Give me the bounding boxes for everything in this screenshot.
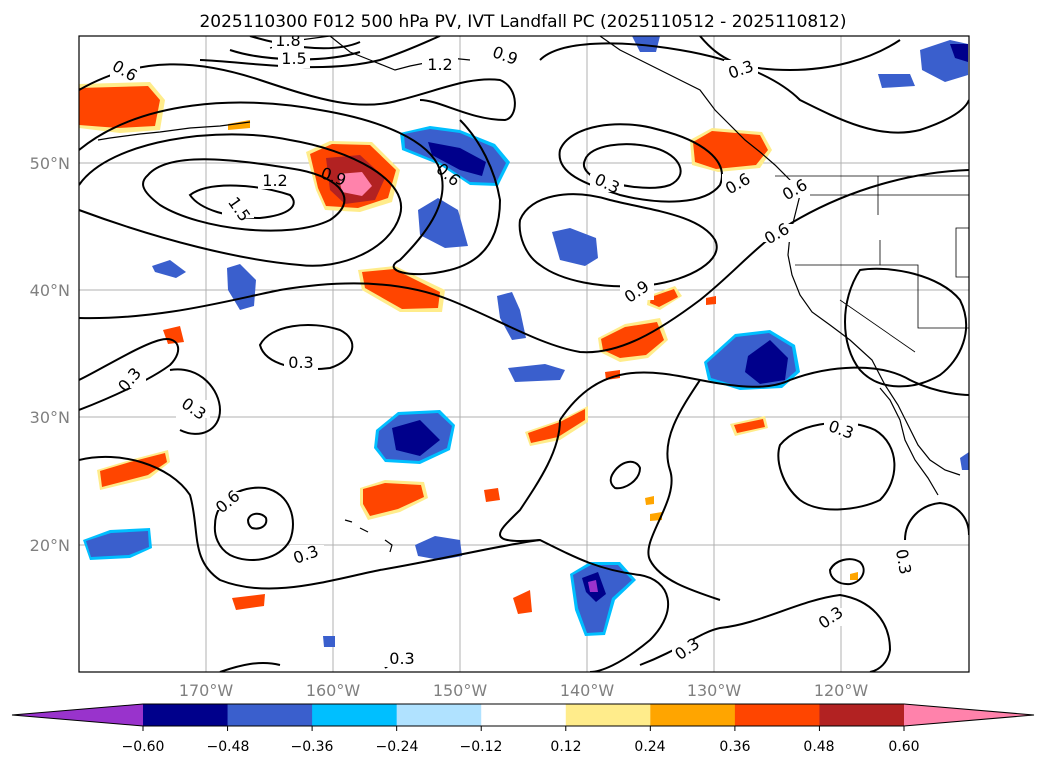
shade-negative — [552, 228, 598, 266]
colorbar-segment — [312, 704, 398, 726]
shade-positive — [734, 419, 765, 433]
shade-negative — [415, 536, 462, 560]
shade-negative — [86, 531, 149, 557]
colorbar-segment — [481, 704, 567, 726]
colorbar-tick-label: 0.24 — [634, 739, 665, 755]
colorbar-extend-low — [12, 704, 143, 726]
shade-positive — [362, 269, 440, 309]
colorbar-tick-label: −0.60 — [122, 739, 165, 755]
colorbar-tick-label: 0.36 — [719, 739, 750, 755]
lat-label: 40°N — [30, 281, 70, 300]
shade-positive — [706, 296, 716, 305]
colorbar-tick-label: −0.12 — [460, 739, 503, 755]
shade-positive — [363, 483, 424, 516]
lon-label: 170°W — [179, 681, 234, 700]
shade-positive — [100, 453, 167, 487]
shade-negative — [323, 636, 335, 647]
lon-label: 130°W — [687, 681, 742, 700]
contour-label: 1.2 — [262, 171, 287, 190]
colorbar-segment — [819, 704, 905, 726]
colorbar-segment — [396, 704, 482, 726]
lon-label: 140°W — [560, 681, 615, 700]
contour-label: 0.3 — [288, 353, 313, 372]
shade-positive — [528, 409, 585, 443]
contour-label: 1.5 — [281, 49, 306, 68]
shade-negative — [392, 420, 440, 456]
map-panel: 1.8 1.5 1.2 0.9 0.3 0.6 1.2 1.5 0.9 0.6 … — [79, 31, 969, 672]
colorbar-tick-label: 0.60 — [888, 739, 919, 755]
shade-positive — [650, 289, 678, 307]
shade-positive — [645, 496, 654, 505]
shade-positive — [338, 172, 372, 196]
lon-label: 120°W — [814, 681, 869, 700]
shade-positive — [484, 488, 500, 502]
colorbar-segment — [734, 704, 820, 726]
shade-negative — [878, 74, 915, 88]
colorbar — [11, 703, 1035, 731]
lat-label: 30°N — [30, 408, 70, 427]
lat-labels: 50°N 40°N 30°N 20°N — [30, 154, 70, 555]
shade-negative — [950, 44, 968, 62]
contour-label: 0.3 — [389, 649, 414, 668]
pv-contours — [79, 36, 969, 672]
colorbar-segment — [565, 704, 651, 726]
lon-label: 150°W — [433, 681, 488, 700]
shade-positive — [693, 131, 768, 169]
shade-negative — [960, 452, 969, 470]
lat-label: 50°N — [30, 154, 70, 173]
shade-negative — [497, 292, 526, 340]
colorbar-tick-label: −0.36 — [291, 739, 334, 755]
colorbar-tick-label: −0.48 — [207, 739, 250, 755]
lon-labels: 170°W 160°W 150°W 140°W 130°W 120°W — [179, 681, 869, 700]
map-frame — [78, 35, 970, 673]
colorbar-tick-label: −0.24 — [376, 739, 419, 755]
contour-label: 1.8 — [275, 31, 300, 50]
colorbar-segment — [227, 704, 313, 726]
colorbar-extend-high — [904, 704, 1034, 726]
shade-negative — [632, 36, 660, 52]
colorbar-segment — [650, 704, 736, 726]
colorbar-tick-label: 0.12 — [550, 739, 581, 755]
colorbar-tick-label: 0.48 — [803, 739, 834, 755]
shade-negative — [227, 264, 256, 310]
political-borders — [775, 175, 969, 353]
ivt-pc-shading — [79, 36, 969, 647]
shade-positive — [601, 322, 664, 358]
shade-positive — [232, 594, 265, 610]
shade-negative — [428, 142, 486, 176]
lat-label: 20°N — [30, 536, 70, 555]
shade-negative — [418, 198, 468, 248]
shade-positive — [79, 86, 160, 128]
lon-label: 160°W — [306, 681, 361, 700]
figure-title: 2025110300 F012 500 hPa PV, IVT Landfall… — [199, 12, 846, 32]
contour-label: 0.3 — [892, 548, 915, 576]
shade-positive — [850, 572, 858, 580]
shade-negative — [152, 260, 186, 278]
shade-negative — [745, 340, 788, 384]
colorbar-segment — [143, 704, 229, 726]
shade-negative — [588, 580, 598, 592]
shade-positive — [513, 590, 532, 614]
colorbar-ticks: −0.60 −0.48 −0.36 −0.24 −0.12 0.12 0.24 … — [122, 739, 920, 755]
shade-negative — [508, 364, 565, 382]
contour-label: 1.2 — [427, 55, 452, 74]
